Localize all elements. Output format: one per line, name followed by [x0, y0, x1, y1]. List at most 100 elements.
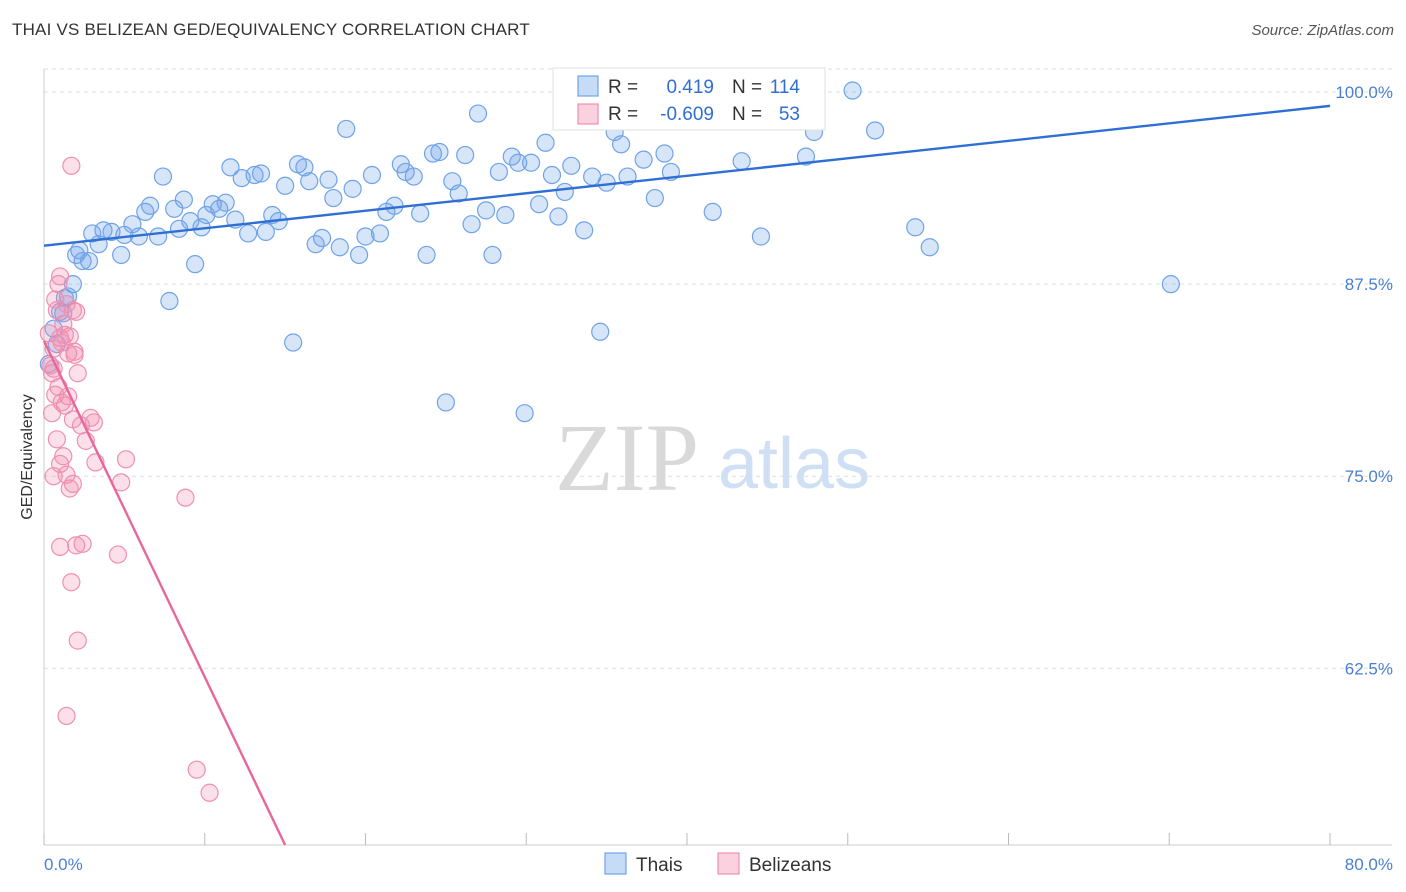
thais-point [634, 150, 653, 169]
belizeans-trend-line [42, 340, 287, 846]
thais-point [300, 172, 319, 191]
belizeans-point [57, 706, 76, 726]
belizeans-point [47, 430, 66, 449]
thais-point [417, 245, 436, 265]
thais-point [324, 188, 343, 208]
trend-lines [42, 104, 1331, 846]
thais-n-label: N = [732, 77, 762, 98]
thais-point [489, 162, 509, 182]
thais-point [655, 144, 674, 163]
belizeans-point [200, 783, 219, 802]
y-tick-label: 87.5% [1345, 275, 1393, 294]
axes [43, 69, 1392, 846]
x-tick-label-min: 0.0% [44, 855, 83, 874]
thais-point [591, 322, 610, 341]
thais-point [796, 147, 816, 166]
thais-point [174, 190, 193, 209]
thais-point [349, 245, 369, 265]
belizeans-point [73, 534, 92, 553]
thais-point [404, 167, 423, 186]
thais-point [509, 153, 528, 172]
series-legend: Thais Belizeans [604, 852, 831, 876]
thais-point [843, 81, 862, 100]
grid-lines [44, 68, 1392, 669]
belizeans-point [176, 488, 195, 507]
thais-point [906, 218, 925, 237]
thais-n-value: 114 [770, 77, 801, 98]
thais-point [530, 195, 549, 214]
legend-thais-swatch [604, 852, 627, 875]
thais-point [732, 152, 751, 171]
belizeans-point [68, 631, 87, 650]
belizeans-point [49, 275, 68, 294]
source-note: Source: ZipAtlas.com [1251, 22, 1394, 39]
thais-point [449, 184, 468, 203]
watermark-atlas: atlas [718, 424, 870, 504]
belizeans-n-value: 53 [779, 104, 800, 125]
legend-belizeans-label: Belizeans [749, 855, 831, 876]
belizeans-point [50, 267, 70, 286]
thais-point [515, 404, 534, 423]
stats-legend: R = 0.419 N = 114 R = -0.609 N = 53 [552, 67, 826, 131]
y-tick-label: 75.0% [1345, 467, 1393, 486]
thais-point [330, 238, 349, 257]
belizeans-point [62, 156, 81, 175]
thais-point [483, 245, 502, 265]
watermark-zip: ZIP [555, 404, 699, 511]
thais-point [160, 291, 179, 311]
belizeans-point [50, 537, 70, 556]
thais-point [436, 393, 455, 412]
y-tick-labels: 62.5% 75.0% 87.5% 100.0% [1335, 83, 1393, 678]
thais-point [149, 227, 168, 246]
thais-point [423, 144, 443, 163]
thais-point [153, 167, 173, 186]
y-axis-label: GED/Equivalency [19, 394, 36, 519]
thais-point [370, 224, 390, 243]
thais-point [136, 202, 155, 222]
thais-point [79, 251, 99, 271]
belizeans-r-value: -0.609 [660, 104, 714, 125]
thais-point [251, 164, 271, 183]
belizeans-r-label: R = [608, 104, 638, 125]
thais-point [536, 133, 555, 152]
thais-point [476, 201, 496, 220]
thais-point [312, 228, 332, 248]
thais-point [245, 165, 264, 185]
thais-point [751, 227, 771, 246]
x-ticks [43, 833, 1331, 845]
thais-point [468, 104, 488, 123]
thais-swatch [577, 75, 599, 97]
belizeans-point [116, 450, 136, 469]
belizeans-point [62, 573, 81, 592]
thais-point [140, 196, 160, 215]
data-points [39, 81, 1180, 802]
legend-thais-label: Thais [636, 855, 682, 876]
thais-point [216, 193, 235, 212]
belizeans-point [57, 465, 76, 484]
thais-point [343, 179, 362, 198]
thais-point [295, 158, 314, 177]
thais-trend-line [43, 104, 1331, 247]
belizeans-point [108, 545, 128, 564]
thais-point [337, 119, 356, 139]
thais-r-value: 0.419 [666, 77, 714, 98]
thais-point [645, 188, 664, 208]
belizeans-n-label: N = [732, 104, 762, 125]
thais-point [456, 145, 475, 165]
thais-point [521, 153, 541, 172]
thais-point [284, 333, 303, 352]
belizeans-point [63, 474, 83, 493]
belizeans-point [67, 302, 86, 321]
thais-point [549, 207, 568, 226]
thais-point [542, 165, 562, 185]
thais-point [562, 156, 581, 175]
thais-point [430, 142, 449, 162]
thais-point [865, 121, 885, 140]
legend-belizeans-swatch [717, 852, 740, 875]
thais-point [239, 224, 258, 243]
thais-point [462, 215, 481, 234]
thais-point [575, 221, 594, 240]
belizeans-point [60, 327, 79, 346]
thais-point [112, 245, 131, 265]
